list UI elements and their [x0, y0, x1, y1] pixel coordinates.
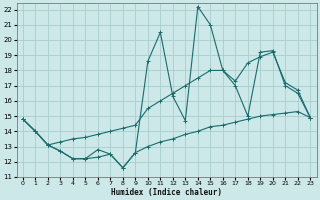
X-axis label: Humidex (Indice chaleur): Humidex (Indice chaleur)	[111, 188, 222, 197]
